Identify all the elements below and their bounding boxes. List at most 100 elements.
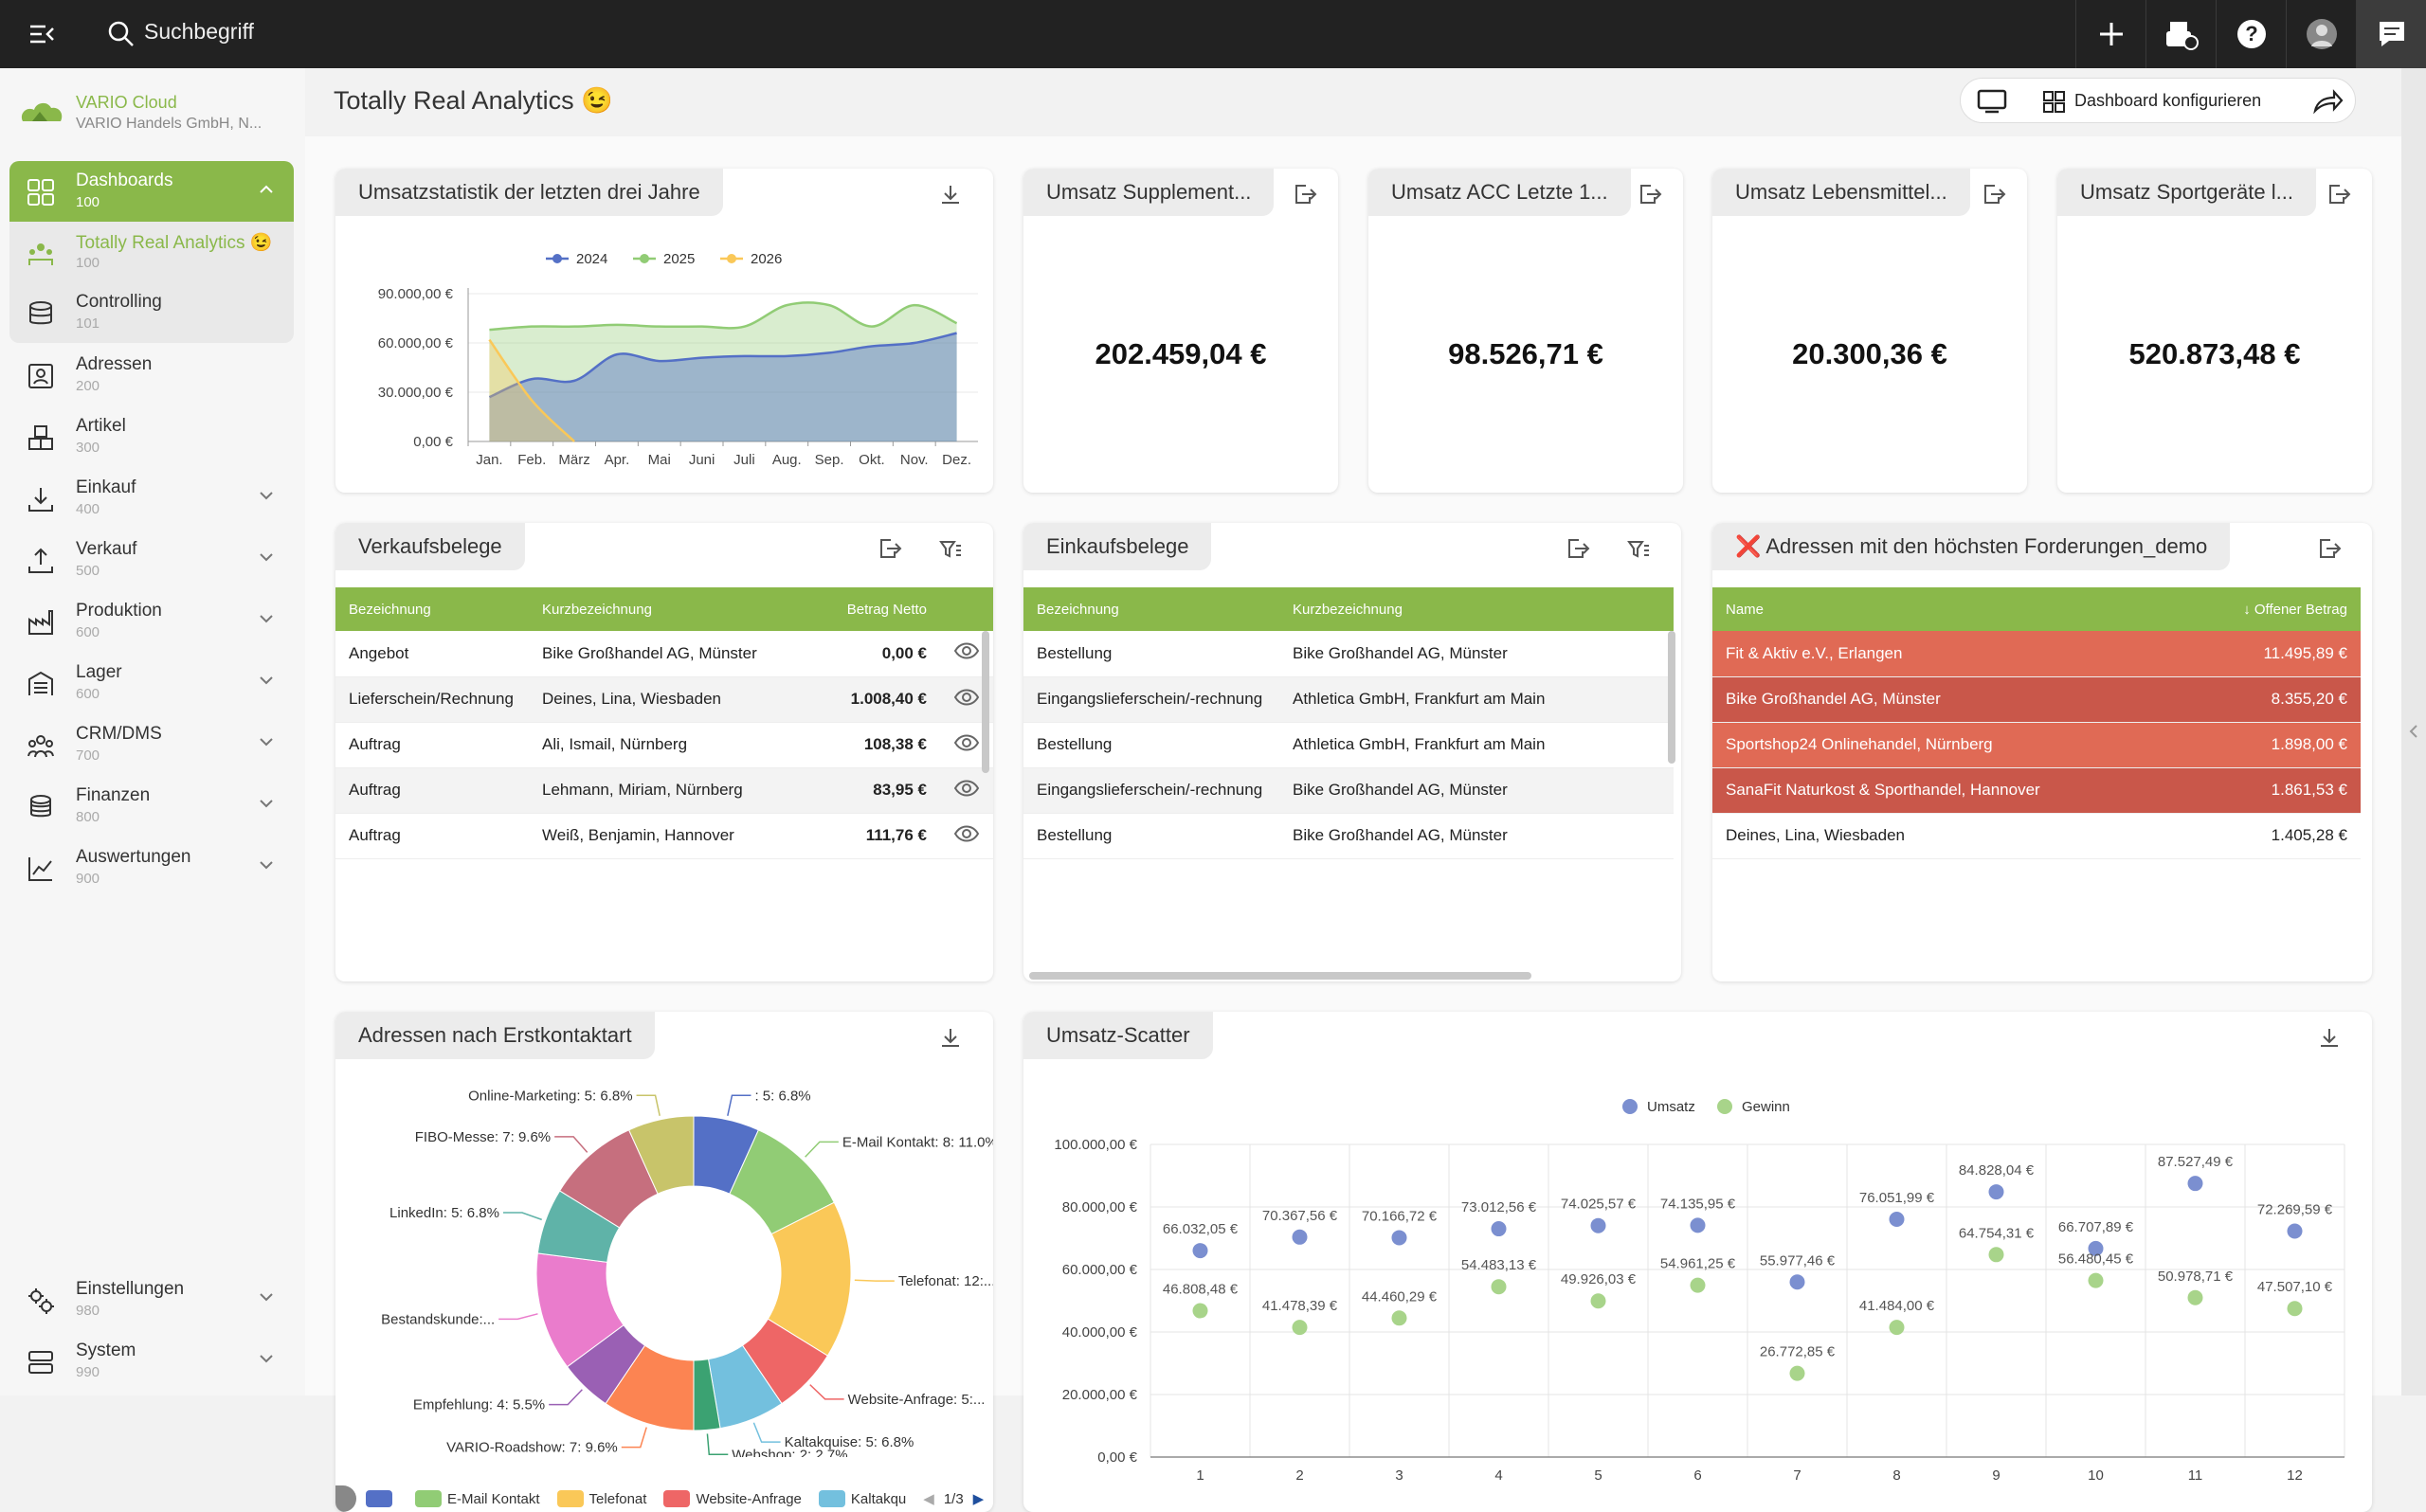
table-row[interactable]: Bestellung Athletica GmbH, Frankfurt am M… — [1023, 722, 1674, 767]
sidebar-item-label: Dashboards — [76, 171, 173, 190]
scrollbar-horizontal[interactable] — [1029, 972, 1531, 980]
data-point — [2088, 1240, 2104, 1256]
sidebar-item-lager[interactable]: Lager 600 — [9, 653, 294, 713]
scrollbar[interactable] — [982, 631, 989, 773]
export-icon[interactable] — [2326, 182, 2351, 207]
legend-label: E-Mail Kontakt — [447, 1490, 540, 1507]
scrollbar-vertical[interactable] — [1668, 631, 1675, 764]
table-row[interactable]: Auftrag Ali, Ismail, Nürnberg 108,38 € — [335, 722, 993, 767]
sidebar-item-label: Einkauf — [76, 477, 136, 497]
download-icon[interactable] — [2317, 1025, 2342, 1050]
legend-prev-icon[interactable] — [335, 1485, 356, 1512]
sidebar-item-einkauf[interactable]: Einkauf 400 — [9, 468, 294, 529]
download-icon[interactable] — [938, 1025, 963, 1050]
table-row[interactable]: Bestellung Bike Großhandel AG, Münster — [1023, 813, 1674, 858]
column-header[interactable]: Name — [1726, 601, 1765, 618]
table-row[interactable]: Lieferschein/Rechnung Deines, Lina, Wiesb… — [335, 676, 993, 722]
sidebar-item-finanzen[interactable]: Finanzen 800 — [9, 776, 294, 837]
table-row[interactable]: Eingangslieferschein/-rechnung Bike Großh… — [1023, 767, 1674, 813]
legend-label: Website-Anfrage — [696, 1490, 802, 1507]
legend-item[interactable]: Telefonat — [556, 1490, 646, 1507]
error-icon: ❌ — [1735, 534, 1762, 558]
data-label: 55.977,46 € — [1760, 1252, 1836, 1269]
sidebar-item-produktion[interactable]: Produktion 600 — [9, 591, 294, 652]
widget-title-text: Adressen mit den höchsten Forderungen_de… — [1765, 534, 2208, 558]
legend-item[interactable]: Website-Anfrage — [663, 1490, 802, 1507]
sidebar-item-adressen[interactable]: Adressen 200 — [9, 345, 294, 405]
table-row[interactable]: Fit & Aktiv e.V., Erlangen 11.495,89 € — [1712, 631, 2361, 676]
label-line — [752, 1422, 781, 1443]
export-icon[interactable] — [1566, 536, 1590, 561]
sidebar-item-artikel[interactable]: Artikel 300 — [9, 406, 294, 467]
table-row[interactable]: Eingangslieferschein/-rechnung Athletica … — [1023, 676, 1674, 722]
table-row[interactable]: Angebot Bike Großhandel AG, Münster 0,00 € — [335, 631, 993, 676]
legend-item[interactable]: Kaltakqu — [818, 1490, 906, 1507]
column-header[interactable]: Kurzbezeichnung — [542, 601, 652, 618]
user-avatar-button[interactable] — [2286, 0, 2356, 68]
data-label: 26.772,85 € — [1760, 1344, 1836, 1360]
monitor-icon[interactable] — [1976, 88, 2008, 115]
search-input[interactable]: Suchbegriff — [144, 19, 254, 44]
sidebar-item-verkauf[interactable]: Verkauf 500 — [9, 530, 294, 590]
sidebar-item-system[interactable]: System 990 — [9, 1331, 294, 1392]
sidebar-item-dashboards[interactable]: Dashboards 100 — [9, 161, 294, 222]
eye-icon[interactable] — [940, 767, 993, 813]
add-button[interactable] — [2075, 0, 2145, 68]
widget-title: Umsatz Lebensmittel... — [1712, 169, 1970, 216]
download-icon[interactable] — [938, 182, 963, 207]
share-icon[interactable] — [2311, 88, 2344, 115]
sidebar-item-controlling[interactable]: Controlling 101 — [9, 282, 294, 343]
table-row[interactable]: Deines, Lina, Wiesbaden 1.405,28 € — [1712, 813, 2361, 858]
export-icon[interactable] — [1982, 182, 2006, 207]
sidebar-item-auswertungen[interactable]: Auswertungen 900 — [9, 837, 294, 898]
sidebar-item-totally-real-analytics[interactable]: Totally Real Analytics 😉 100 — [9, 222, 294, 282]
sidebar-item-einstellungen[interactable]: Einstellungen 980 — [9, 1269, 294, 1330]
eye-icon[interactable] — [940, 813, 993, 858]
data-point — [2088, 1272, 2104, 1288]
grid-icon — [2043, 91, 2065, 113]
x-tick-label: März — [558, 452, 589, 468]
table-row[interactable]: SanaFit Naturkost & Sporthandel, Hannove… — [1712, 767, 2361, 813]
table-row[interactable]: Auftrag Weiß, Benjamin, Hannover 111,76 € — [335, 813, 993, 858]
export-icon[interactable] — [2317, 536, 2342, 561]
legend-item[interactable]: E-Mail Kontakt — [415, 1490, 540, 1507]
brand[interactable]: VARIO Cloud VARIO Handels GmbH, N... — [19, 89, 303, 136]
filter-icon[interactable] — [1626, 536, 1651, 561]
x-tick-label: 11 — [2188, 1467, 2203, 1484]
chat-button[interactable] — [2356, 0, 2426, 68]
export-icon[interactable] — [1293, 182, 1317, 207]
right-collapse-bar[interactable] — [2401, 68, 2426, 1395]
table-row[interactable]: Bike Großhandel AG, Münster 8.355,20 € — [1712, 676, 2361, 722]
export-icon[interactable] — [1638, 182, 1662, 207]
column-header[interactable]: Bezeichnung — [349, 601, 431, 618]
widget-title: Einkaufsbelege — [1023, 523, 1212, 570]
table-row[interactable]: Bestellung Bike Großhandel AG, Münster — [1023, 631, 1674, 676]
table-row[interactable]: Sportshop24 Onlinehandel, Nürnberg 1.898,… — [1712, 722, 2361, 767]
sidebar-item-crm-dms[interactable]: CRM/DMS 700 — [9, 714, 294, 775]
configure-dashboard-button[interactable]: Dashboard konfigurieren — [2074, 91, 2262, 110]
legend-swatch — [818, 1490, 845, 1507]
export-icon[interactable] — [878, 536, 902, 561]
table-cell: 1.008,40 € — [850, 690, 927, 708]
help-button[interactable]: ? — [2216, 0, 2286, 68]
column-header[interactable]: Betrag Netto — [846, 601, 927, 618]
legend-item[interactable] — [366, 1490, 398, 1507]
slice-label: Telefonat: 12:... — [898, 1273, 993, 1289]
table-row[interactable]: Auftrag Lehmann, Miriam, Nürnberg 83,95 € — [335, 767, 993, 813]
series-line — [489, 301, 958, 332]
column-header[interactable]: ↓ Offener Betrag — [2182, 587, 2361, 631]
eye-icon[interactable] — [940, 631, 993, 676]
legend-page-prev[interactable]: ◀ — [923, 1491, 934, 1507]
table-cell: Auftrag — [349, 735, 401, 753]
filter-icon[interactable] — [938, 536, 963, 561]
menu-collapse-icon[interactable] — [27, 19, 59, 49]
table-cell: 111,76 € — [865, 826, 927, 844]
cash-register-button[interactable] — [2145, 0, 2216, 68]
column-header[interactable]: Bezeichnung — [1037, 601, 1119, 618]
legend-page-next[interactable]: ▶ — [972, 1491, 985, 1507]
eye-icon[interactable] — [940, 676, 993, 722]
eye-icon[interactable] — [940, 722, 993, 767]
data-point — [1988, 1184, 2004, 1200]
line-chart-icon — [28, 857, 52, 881]
column-header[interactable]: Kurzbezeichnung — [1293, 601, 1403, 618]
